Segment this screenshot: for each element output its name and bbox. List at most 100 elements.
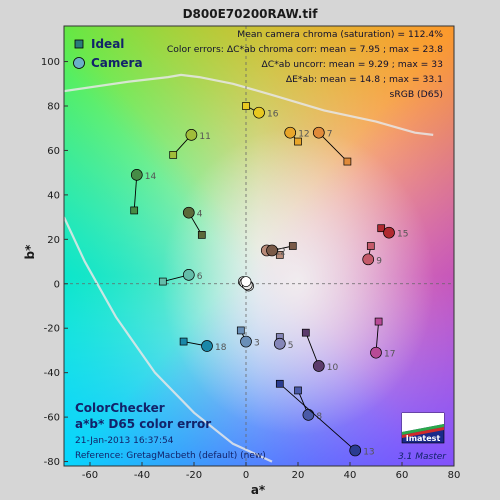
patch-label: 3 <box>254 339 260 349</box>
imatest-logo: Imatest 3.1 Master <box>398 412 447 462</box>
y-axis-ticks: -80 -60 -40 -20 0 20 40 60 80 100 <box>41 57 68 468</box>
patch-ideal-marker <box>179 337 188 346</box>
patch-camera-marker <box>302 409 315 421</box>
patch-9: 9 <box>362 242 382 266</box>
patch-6: 6 <box>158 269 203 286</box>
patch-label: 16 <box>267 110 279 120</box>
patch-ideal-marker <box>275 251 284 259</box>
patch-camera-marker <box>312 360 325 372</box>
y-tick-label: 0 <box>54 279 60 290</box>
patch-camera-marker <box>185 129 198 141</box>
patch-ideal-marker <box>242 102 250 110</box>
neutral-patch-marker <box>240 276 252 287</box>
y-tick-label: 40 <box>47 190 60 201</box>
y-tick-label: 100 <box>41 57 60 68</box>
patch-ideal-marker <box>236 326 245 335</box>
patch-camera-marker <box>273 337 286 350</box>
info-reference: Reference: GretagMacbeth (default) (new) <box>75 451 266 461</box>
stats-chroma-corr: Color errors: ΔC*ab chroma corr: mean = … <box>167 44 443 55</box>
x-tick-label: 60 <box>396 470 409 481</box>
stats-chroma-uncorr: ΔC*ab uncorr: mean = 9.29 ; max = 33 <box>262 59 444 70</box>
plot-frame <box>63 25 455 467</box>
patch-4: 4 <box>182 206 206 239</box>
gamut-curve-2 <box>64 216 273 463</box>
patch-label: 13 <box>363 447 374 457</box>
patch-camera-marker <box>383 226 395 239</box>
x-tick-label: 80 <box>448 470 461 481</box>
patch-17: 17 <box>370 317 395 360</box>
patch-label: 1 <box>275 247 281 257</box>
x-axis-label: a* <box>251 483 266 497</box>
info-title: ColorChecker <box>75 401 165 415</box>
patch-ideal-marker <box>294 386 302 395</box>
legend-ideal-marker <box>74 39 84 49</box>
gamut-boundary <box>64 73 434 463</box>
patch-camera-marker <box>370 346 382 359</box>
chart-title: D800E70200RAW.tif <box>183 7 319 21</box>
y-axis-label: b* <box>23 244 37 260</box>
patch-error-line <box>133 174 138 211</box>
patch-label: 7 <box>327 130 333 140</box>
patch-ideal-marker <box>374 317 383 326</box>
patch-error-line <box>279 383 356 451</box>
patch-ideal-marker <box>288 242 297 250</box>
stats-chroma: Mean camera chroma (saturation) = 112.4% <box>237 29 443 40</box>
x-tick-label: 40 <box>344 470 357 481</box>
patch-camera-marker <box>240 335 252 348</box>
patch-error-line <box>305 332 320 367</box>
patch-camera-marker <box>182 206 195 219</box>
stats-delta-e: ΔE*ab: mean = 14.8 ; max = 33.1 <box>286 74 443 85</box>
patch-label: 10 <box>327 363 339 373</box>
patch-label: 18 <box>215 343 227 353</box>
logo-green-band <box>402 424 444 435</box>
patch-14: 14 <box>130 169 157 215</box>
y-tick-label: -60 <box>44 413 60 424</box>
patch-label: 5 <box>288 341 294 351</box>
patch-ideal-marker <box>343 157 352 166</box>
patch-camera-marker <box>349 444 362 457</box>
patch-ideal-marker <box>197 231 206 239</box>
logo-red-band <box>402 427 444 438</box>
patch-camera-marker <box>266 244 278 257</box>
patch-camera-marker <box>253 106 265 119</box>
x-tick-label: 20 <box>292 470 305 481</box>
patch-11: 11 <box>169 129 211 159</box>
y-tick-label: -40 <box>44 368 60 379</box>
y-tick-label: 20 <box>47 235 60 246</box>
x-tick-label: 0 <box>243 470 249 481</box>
y-tick-label: 80 <box>47 102 60 113</box>
patch-camera-marker <box>284 126 297 139</box>
legend: Ideal Camera <box>73 37 143 70</box>
patch-label: 14 <box>145 172 157 182</box>
patch-ideal-marker <box>158 277 167 286</box>
logo-white-band <box>402 413 444 432</box>
patch-2: 2 <box>266 242 297 257</box>
y-tick-label: 60 <box>47 146 60 157</box>
x-tick-label: -40 <box>134 470 150 481</box>
patch-ideal-marker <box>377 224 386 233</box>
patch-3: 3 <box>236 326 260 349</box>
patch-15: 15 <box>377 224 408 240</box>
patch-ideal-marker <box>169 151 178 159</box>
x-tick-label: -20 <box>186 470 202 481</box>
legend-camera-marker <box>73 57 85 69</box>
info-block: ColorChecker a*b* D65 color error 21-Jan… <box>75 401 266 461</box>
color-background <box>64 26 454 466</box>
patch-ideal-marker <box>130 206 139 215</box>
center-crosshair <box>64 26 454 466</box>
patch-label: 6 <box>197 272 203 282</box>
info-date: 21-Jan-2013 16:37:54 <box>75 436 174 446</box>
stats-block: Mean camera chroma (saturation) = 112.4%… <box>167 29 443 100</box>
logo-version: 3.1 Master <box>398 452 447 462</box>
patch-label: 4 <box>197 210 203 220</box>
patch-label: 8 <box>316 412 322 422</box>
y-tick-label: -80 <box>44 457 60 468</box>
patch-camera-marker <box>182 269 195 281</box>
patch-18: 18 <box>179 337 227 353</box>
stats-colorspace: sRGB (D65) <box>390 89 443 100</box>
patch-7: 7 <box>312 126 352 166</box>
patch-16: 16 <box>242 102 279 120</box>
info-subtitle: a*b* D65 color error <box>75 417 211 431</box>
